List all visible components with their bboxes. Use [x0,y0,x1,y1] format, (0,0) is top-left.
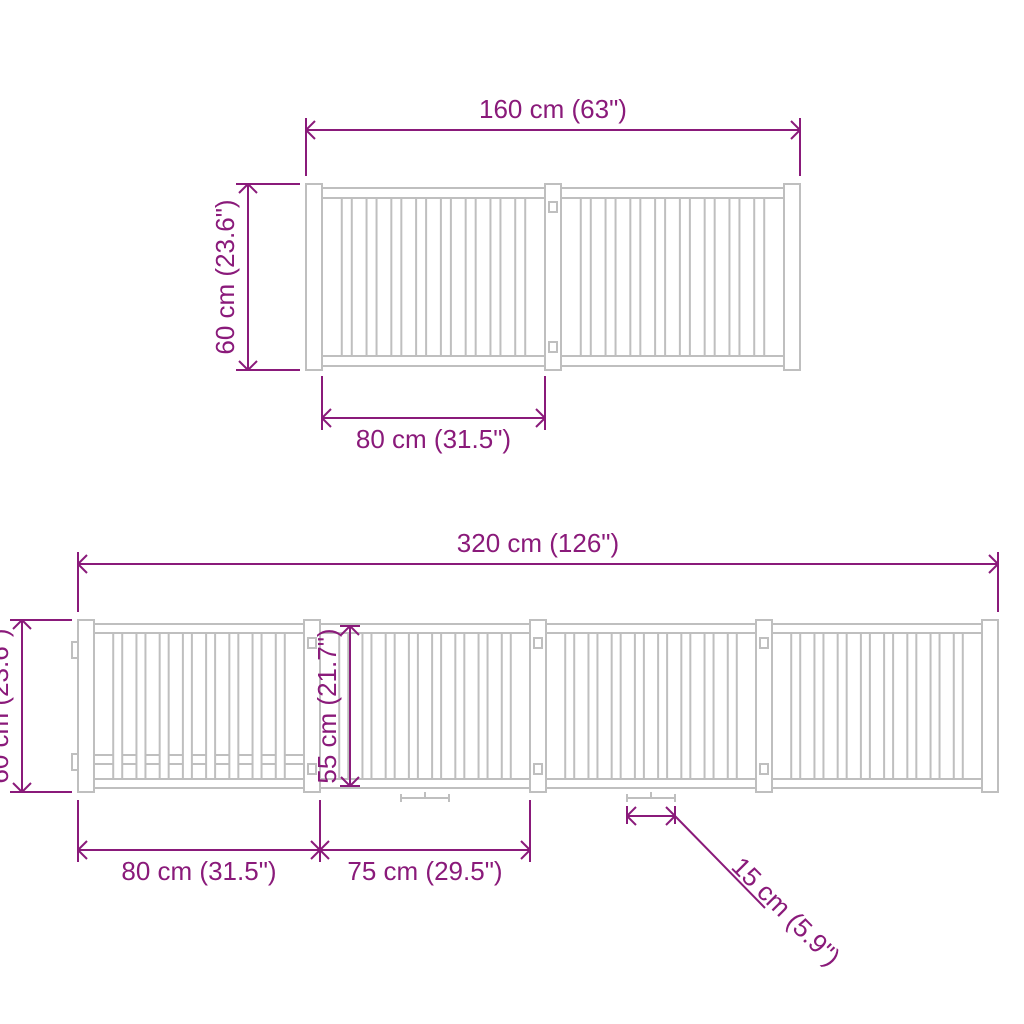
dim-bottom-inner-height: 55 cm (21.7") [312,628,342,783]
top-fence [306,184,800,370]
dim-top-overall-width: 160 cm (63") [479,94,627,124]
dim-bottom-gate-width: 80 cm (31.5") [121,856,276,886]
dim-bottom-overall-width: 320 cm (126") [457,528,619,558]
dim-top-panel-width: 80 cm (31.5") [356,424,511,454]
dim-bottom-foot-length: 15 cm (5.9") [726,851,847,972]
dim-top-height: 60 cm (23.6") [210,199,240,354]
dim-bottom-height: 60 cm (23.6") [0,628,14,783]
bottom-fence [72,620,998,802]
dim-bottom-panel-width: 75 cm (29.5") [347,856,502,886]
dimension-diagram: 160 cm (63") 60 cm (23.6") 80 cm (31.5") 32… [0,0,1024,1024]
